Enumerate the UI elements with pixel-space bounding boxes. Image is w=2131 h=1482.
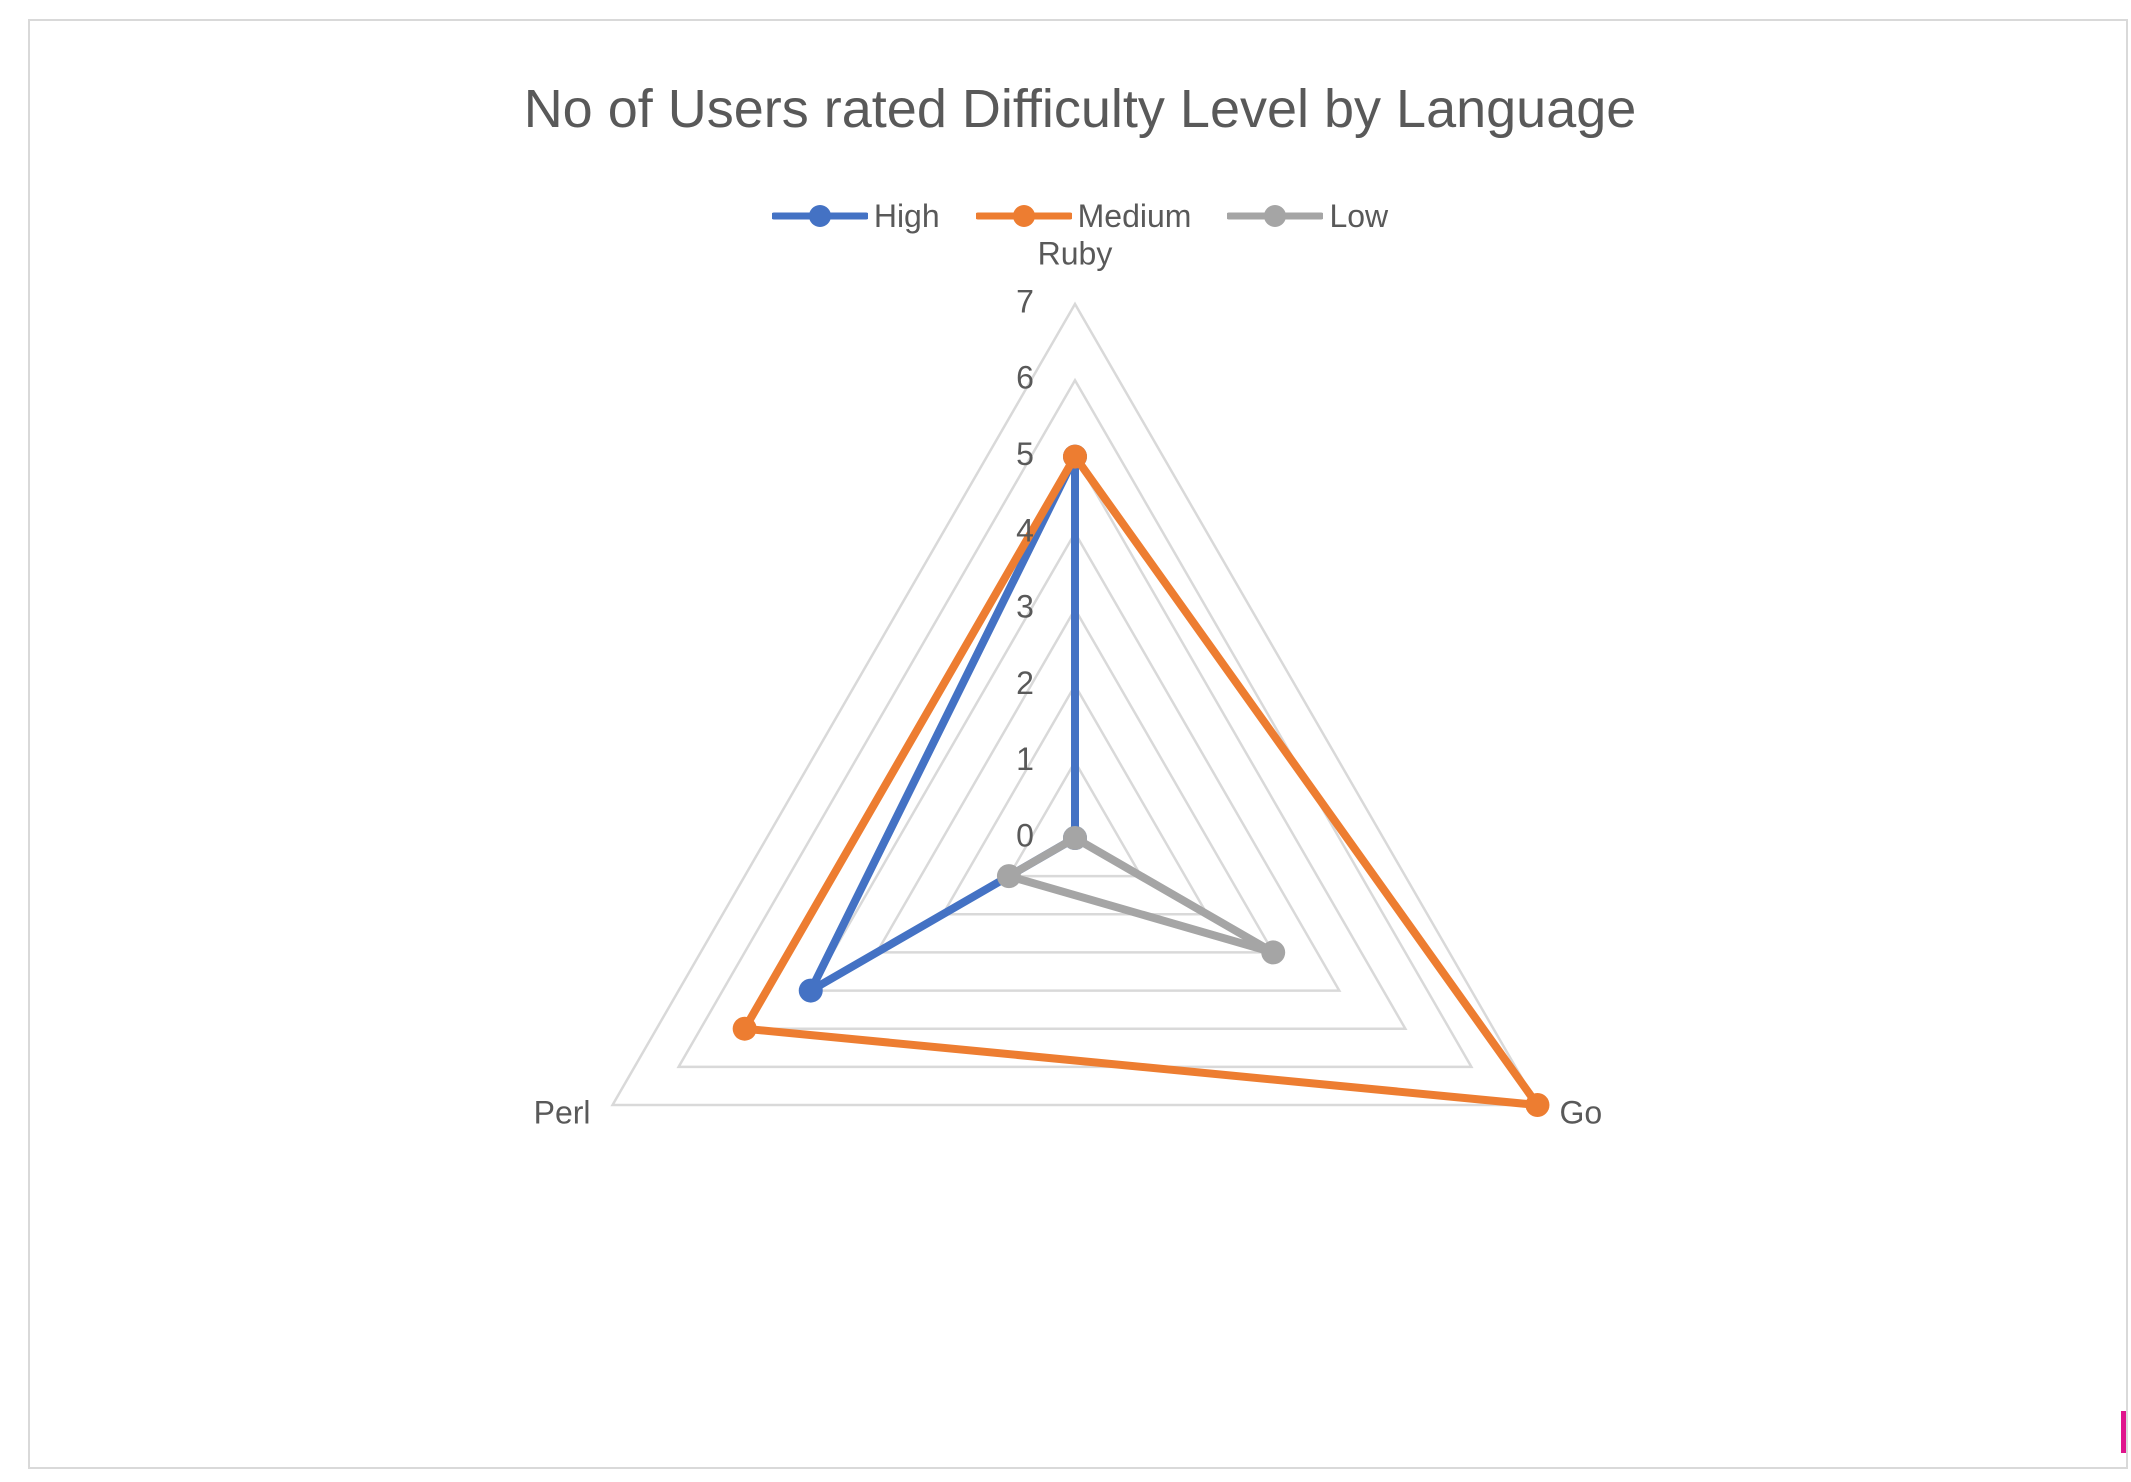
data-point-low-perl bbox=[996, 864, 1021, 889]
category-label-go: Go bbox=[1559, 1094, 1602, 1130]
legend-item-high: High bbox=[771, 196, 940, 236]
data-point-high-perl bbox=[798, 978, 823, 1003]
grid-ring-2 bbox=[940, 682, 1210, 916]
tick-label-6: 6 bbox=[1016, 360, 1034, 396]
grid-ring-6 bbox=[676, 377, 1474, 1069]
tick-label-2: 2 bbox=[1016, 665, 1034, 701]
chart-area: No of Users rated Difficulty Level by La… bbox=[28, 19, 2128, 1469]
series-line-medium bbox=[740, 452, 1542, 1109]
category-label-ruby: Ruby bbox=[1038, 235, 1113, 271]
legend-label-high: High bbox=[873, 198, 940, 234]
series-line-high bbox=[806, 452, 1079, 995]
data-point-low-ruby bbox=[1063, 826, 1087, 850]
legend-marker-low bbox=[1227, 205, 1324, 227]
tick-label-7: 7 bbox=[1016, 283, 1034, 319]
legend-label-low: Low bbox=[1329, 198, 1389, 234]
category-label-perl: Perl bbox=[534, 1094, 591, 1130]
tick-label-3: 3 bbox=[1016, 589, 1034, 625]
resize-handle[interactable] bbox=[2121, 1411, 2126, 1453]
grid-ring-1 bbox=[1006, 759, 1144, 878]
radar-series bbox=[732, 444, 1550, 1117]
legend-item-medium: Medium bbox=[975, 196, 1192, 236]
series-line-low bbox=[1004, 834, 1278, 957]
chart-title: No of Users rated Difficulty Level by La… bbox=[523, 79, 1637, 139]
tick-label-0: 0 bbox=[1016, 817, 1034, 853]
legend-marker-high bbox=[771, 205, 868, 227]
data-point-medium-go bbox=[1525, 1093, 1550, 1117]
data-point-medium-ruby bbox=[1063, 444, 1087, 469]
legend-item-low: Low bbox=[1227, 196, 1388, 236]
legend-label-medium: Medium bbox=[1077, 198, 1192, 234]
grid-ring-7 bbox=[610, 301, 1540, 1107]
tick-label-4: 4 bbox=[1016, 512, 1034, 548]
tick-label-5: 5 bbox=[1016, 436, 1034, 472]
data-point-medium-perl bbox=[732, 1016, 757, 1041]
tick-label-1: 1 bbox=[1016, 741, 1034, 777]
legend: High Medium Low bbox=[30, 194, 2130, 238]
legend-marker-medium bbox=[975, 205, 1072, 227]
radar-plot: 0 1 2 3 4 5 6 7 Ruby Go Perl bbox=[534, 235, 1603, 1130]
grid-ring-4 bbox=[808, 530, 1342, 992]
radial-tick-labels: 0 1 2 3 4 5 6 7 bbox=[1016, 283, 1034, 853]
category-labels: Ruby Go Perl bbox=[534, 235, 1603, 1130]
data-point-low-go bbox=[1261, 940, 1286, 965]
grid-ring-3 bbox=[874, 606, 1276, 954]
